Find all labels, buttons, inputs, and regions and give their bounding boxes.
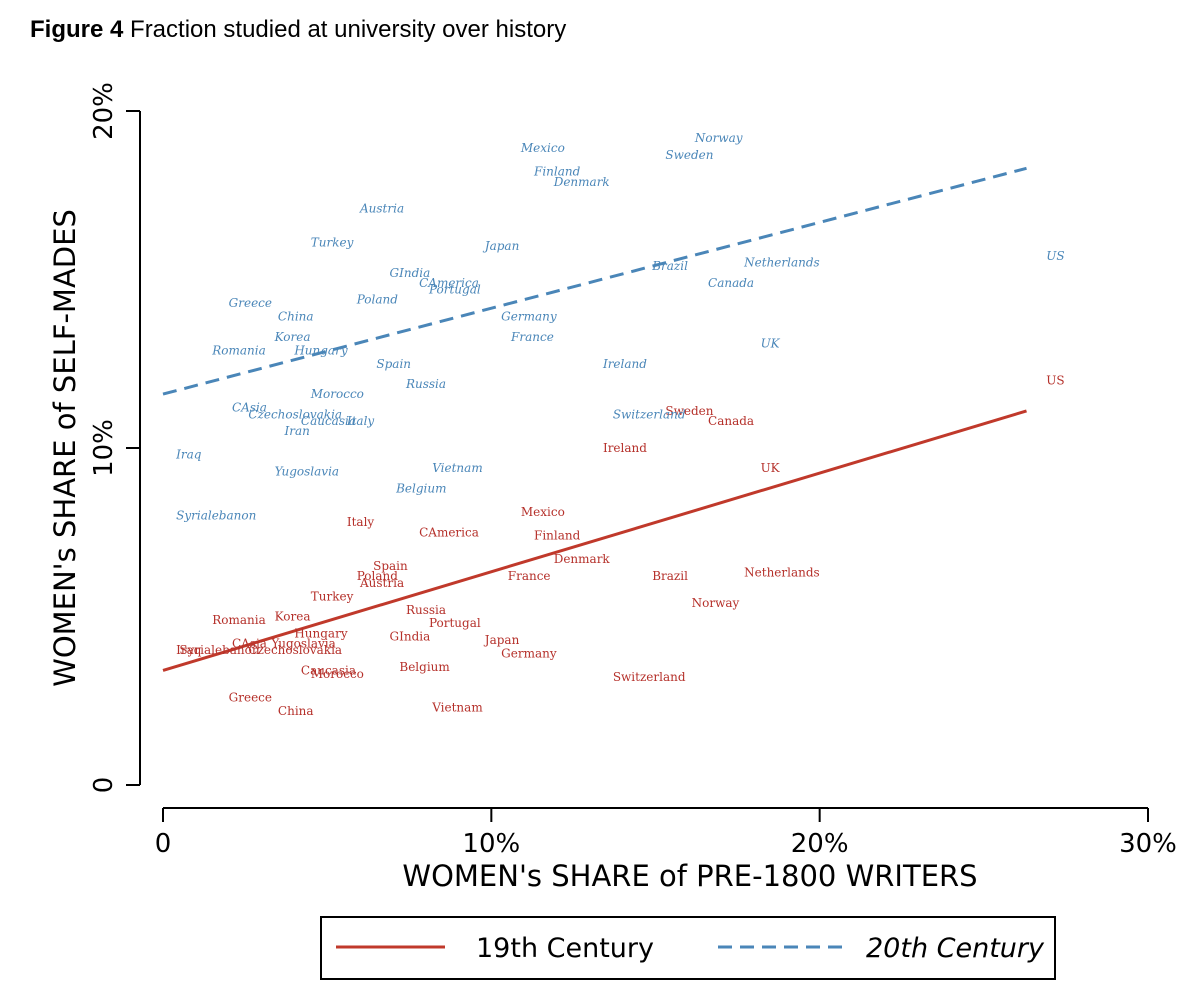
point-19th-sweden: Sweden — [665, 404, 713, 418]
point-19th-austria: Austria — [359, 576, 404, 590]
y-tick-label: 20% — [89, 82, 119, 140]
point-20th-hungary: Hungary — [293, 343, 347, 357]
point-20th-uk: UK — [761, 337, 781, 351]
point-20th-ireland: Ireland — [602, 357, 647, 371]
point-20th-germany: Germany — [501, 310, 557, 324]
point-20th-france: France — [510, 330, 554, 344]
point-19th-japan: Japan — [483, 633, 520, 647]
point-20th-spain: Spain — [376, 357, 411, 371]
point-19th-vietnam: Vietnam — [431, 700, 483, 714]
point-20th-korea: Korea — [274, 330, 311, 344]
axes: 0 10% 20% 0 10% 20% 30% WOMEN's SHARE of PRE-18… — [48, 82, 1177, 893]
y-tick-label: 10% — [89, 419, 119, 477]
point-19th-russia: Russia — [406, 603, 446, 617]
point-20th-china: China — [278, 310, 314, 324]
point-20th-canada: Canada — [708, 276, 754, 290]
point-19th-iraq: Iraq — [176, 643, 202, 657]
point-19th-brazil: Brazil — [652, 569, 688, 583]
point-20th-japan: Japan — [482, 239, 520, 253]
point-19th-turkey: Turkey — [311, 589, 354, 603]
point-19th-czechoslovakia: Czechoslovakia — [248, 643, 342, 657]
point-20th-belgium: Belgium — [395, 481, 446, 495]
point-labels: USSwedenCanadaIrelandUKMexicoItalyCAmeri… — [175, 131, 1064, 718]
point-19th-germany: Germany — [501, 647, 557, 661]
point-19th-portugal: Portugal — [429, 616, 481, 630]
point-20th-poland: Poland — [356, 293, 399, 307]
point-19th-poland: Poland — [357, 569, 399, 583]
point-19th-morocco: Morocco — [311, 667, 364, 681]
point-20th-gindia: GIndia — [390, 266, 431, 280]
point-20th-russia: Russia — [405, 377, 446, 391]
point-20th-iraq: Iraq — [175, 448, 202, 462]
point-19th-italy: Italy — [347, 515, 375, 529]
point-19th-denmark: Denmark — [554, 552, 611, 566]
point-20th-norway: Norway — [694, 131, 743, 145]
legend: 19th Century 20th Century — [320, 916, 1056, 980]
figure-title: Figure 4 Fraction studied at university … — [30, 16, 566, 44]
point-20th-us: US — [1046, 249, 1064, 263]
point-19th-mexico: Mexico — [521, 505, 565, 519]
x-axis-title: WOMEN's SHARE of PRE-1800 WRITERS — [402, 859, 977, 893]
x-tick-label: 30% — [1119, 829, 1177, 859]
point-19th-romania: Romania — [212, 613, 266, 627]
point-19th-uk: UK — [761, 461, 781, 475]
point-19th-gindia: GIndia — [390, 630, 431, 644]
legend-label-19th: 19th Century — [476, 933, 654, 964]
x-tick-label: 10% — [462, 829, 520, 859]
figure-caption: Fraction studied at university over hist… — [130, 16, 567, 43]
point-19th-norway: Norway — [692, 596, 740, 610]
legend-label-20th: 20th Century — [866, 933, 1045, 964]
point-20th-czechoslovakia: Czechoslovakia — [248, 407, 342, 421]
fit-lines — [162, 166, 1027, 672]
point-20th-italy: Italy — [346, 414, 375, 428]
point-19th-china: China — [278, 704, 314, 718]
point-20th-syrialebanon: Syrialebanon — [176, 508, 256, 522]
point-20th-greece: Greece — [229, 296, 272, 310]
x-tick-label: 20% — [791, 829, 849, 859]
point-19th-camerica: CAmerica — [419, 525, 479, 539]
point-19th-us: US — [1046, 374, 1064, 388]
point-19th-switzerland: Switzerland — [613, 670, 686, 684]
point-19th-belgium: Belgium — [399, 660, 450, 674]
point-19th-canada: Canada — [708, 414, 754, 428]
point-19th-caucasia: Caucasia — [301, 663, 356, 677]
point-20th-yugoslavia: Yugoslavia — [275, 465, 339, 479]
y-tick-label: 0 — [89, 777, 119, 794]
point-20th-switzerland: Switzerland — [613, 407, 686, 421]
point-20th-mexico: Mexico — [520, 141, 565, 155]
point-20th-iran: Iran — [283, 424, 309, 438]
point-20th-portugal: Portugal — [428, 283, 481, 297]
point-19th-greece: Greece — [229, 690, 272, 704]
y-axis-title: WOMEN's SHARE of SELF-MADES — [48, 209, 82, 687]
point-19th-spain: Spain — [373, 559, 408, 573]
fit-line-19th — [162, 409, 1027, 672]
point-20th-austria: Austria — [359, 202, 404, 216]
point-20th-romania: Romania — [211, 343, 266, 357]
point-19th-casia: CAsia — [232, 636, 267, 650]
point-19th-hungary: Hungary — [294, 626, 347, 640]
point-19th-netherlands: Netherlands — [744, 566, 820, 580]
fit-line-20th — [162, 166, 1027, 396]
point-20th-finland: Finland — [533, 165, 581, 179]
point-19th-syrialebanon: Syrialebanon — [179, 643, 259, 657]
figure-label: Figure 4 — [30, 16, 124, 43]
x-tick-label: 0 — [155, 829, 172, 859]
point-20th-caucasia: Caucasia — [301, 414, 356, 428]
point-19th-finland: Finland — [534, 529, 581, 543]
point-20th-casia: CAsia — [232, 401, 267, 415]
point-20th-turkey: Turkey — [311, 235, 354, 249]
point-19th-france: France — [508, 569, 551, 583]
point-20th-camerica: CAmerica — [419, 276, 479, 290]
point-19th-ireland: Ireland — [603, 441, 647, 455]
point-20th-netherlands: Netherlands — [743, 256, 820, 270]
point-20th-vietnam: Vietnam — [432, 461, 482, 475]
point-20th-brazil: Brazil — [651, 259, 688, 273]
point-19th-korea: Korea — [275, 610, 311, 624]
point-19th-yugoslavia: Yugoslavia — [270, 636, 335, 650]
point-20th-denmark: Denmark — [553, 175, 610, 189]
point-20th-sweden: Sweden — [665, 148, 713, 162]
point-20th-morocco: Morocco — [310, 387, 364, 401]
